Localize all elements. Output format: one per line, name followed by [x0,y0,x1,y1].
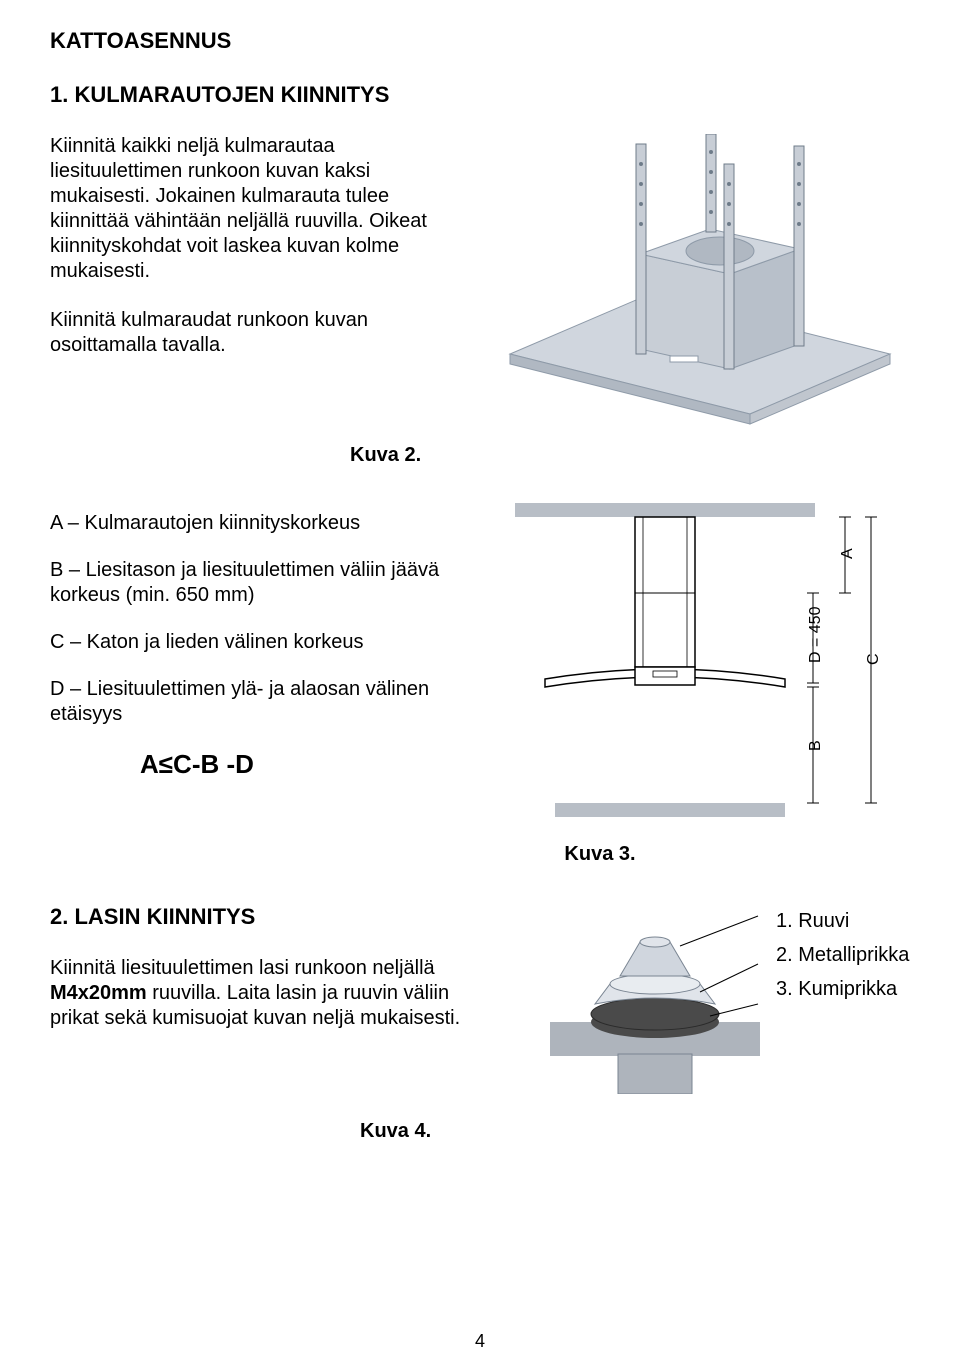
section3-figure-wrap: 1. Ruuvi 2. Metalliprikka 3. Kumiprikka [550,904,920,1094]
ceiling [515,503,815,517]
formula: A≤C-B -D [140,749,460,780]
cooktop [555,803,785,817]
def-a: A – Kulmarautojen kiinnityskorkeus [50,511,460,536]
page-title: KATTOASENNUS [50,28,920,54]
kuva4-svg [550,904,760,1094]
leader-1 [680,916,758,946]
hood-controls [653,671,677,677]
kuva3-svg: A D = 450 C B [515,503,895,823]
control-panel [670,356,698,362]
def-d: D – Liesituulettimen ylä- ja alaosan väl… [50,677,460,727]
figure-kuva2 [480,134,920,434]
section2: A – Kulmarautojen kiinnityskorkeus B – L… [50,503,920,823]
legend-2: 2. Metalliprikka [776,938,909,972]
dim-a: A [839,548,856,559]
def-b: B – Liesitason ja liesituulettimen välii… [50,558,460,608]
kuva3-label: Kuva 3. [280,843,920,866]
shaft [618,1054,692,1094]
page-number: 4 [0,1331,960,1352]
section3-para-pre: Kiinnitä liesituulettimen lasi runkoon n… [50,957,435,979]
figure-kuva3: A D = 450 C B [490,503,920,823]
dim-b: B [807,740,824,751]
kuva4-legend: 1. Ruuvi 2. Metalliprikka 3. Kumiprikka [776,904,909,1006]
rubber-washer-top [591,998,719,1030]
chimney-outline [635,517,695,667]
section1-para2: Kiinnitä kulmaraudat runkoon kuvan osoit… [50,308,450,358]
section1-para1: Kiinnitä kaikki neljä kulmarautaa liesit… [50,134,450,284]
section3-heading: 2. LASIN KIINNITYS [50,904,480,930]
screw-head-top [640,937,670,947]
kuva2-svg [500,134,900,434]
section3-para: Kiinnitä liesituulettimen lasi runkoon n… [50,956,480,1031]
section3: 2. LASIN KIINNITYS Kiinnitä liesituulett… [50,904,920,1094]
section3-para-bold: M4x20mm [50,982,147,1004]
metal-washer-top [610,974,700,994]
section1: Kiinnitä kaikki neljä kulmarautaa liesit… [50,134,920,434]
kuva4-label: Kuva 4. [360,1120,920,1143]
def-c: C – Katon ja lieden välinen korkeus [50,630,460,655]
section2-text: A – Kulmarautojen kiinnityskorkeus B – L… [50,503,460,823]
dim-c: C [865,653,882,665]
legend-3: 3. Kumiprikka [776,972,909,1006]
leader-2 [700,964,758,992]
section1-text: Kiinnitä kaikki neljä kulmarautaa liesit… [50,134,450,434]
section3-text: 2. LASIN KIINNITYS Kiinnitä liesituulett… [50,904,480,1094]
section1-heading: 1. KULMARAUTOJEN KIINNITYS [50,82,920,108]
dim-d: D = 450 [807,606,824,663]
chimney-circle [686,237,754,265]
legend-1: 1. Ruuvi [776,904,909,938]
kuva2-label: Kuva 2. [350,444,920,467]
